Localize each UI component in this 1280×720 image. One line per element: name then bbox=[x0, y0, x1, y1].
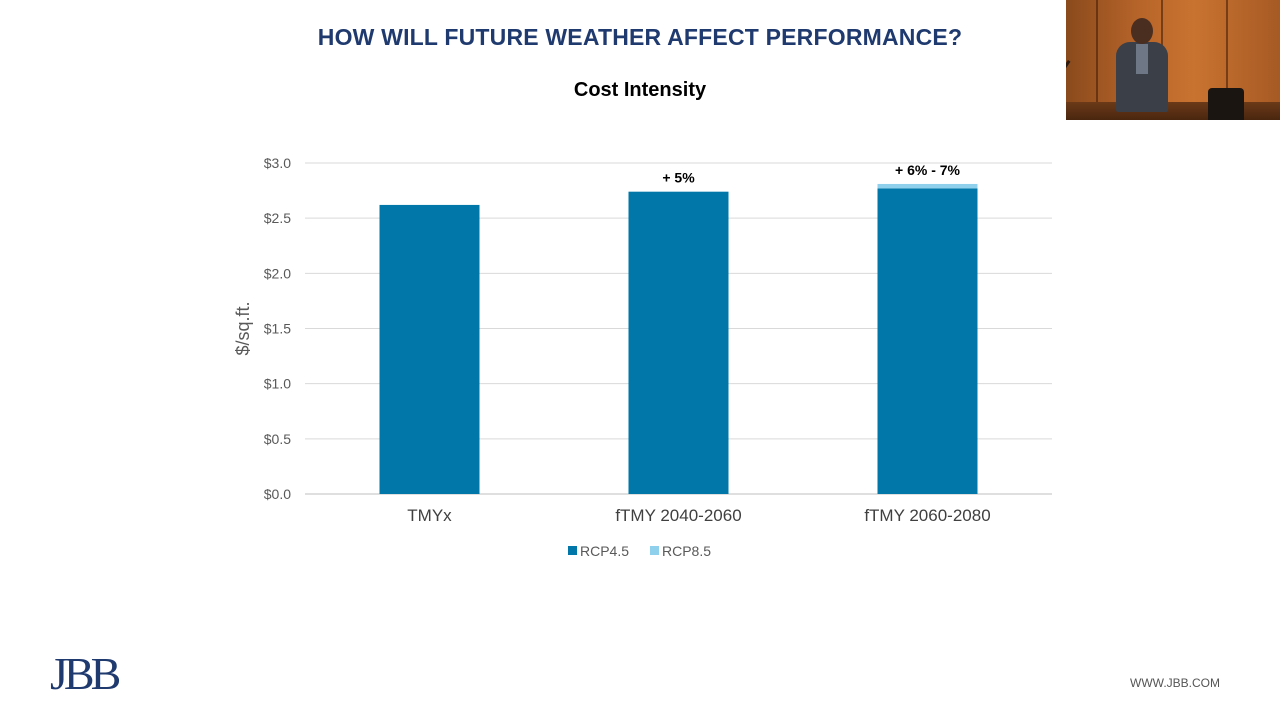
chart-title: Cost Intensity bbox=[573, 79, 707, 101]
legend-swatch bbox=[568, 546, 577, 555]
y-tick-label: $0.0 bbox=[264, 486, 291, 502]
legend-label: RCP4.5 bbox=[580, 543, 629, 559]
y-axis-label: $/sq.ft. bbox=[233, 301, 253, 355]
y-tick-label: $3.0 bbox=[264, 155, 291, 171]
bar-rcp45 bbox=[628, 191, 729, 495]
legend-label: RCP8.5 bbox=[662, 543, 711, 559]
jbb-logo: JBB bbox=[50, 648, 124, 699]
y-tick-label: $1.0 bbox=[264, 376, 291, 392]
bar-rcp85 bbox=[877, 183, 978, 189]
y-tick-label: $2.0 bbox=[264, 265, 291, 281]
bar-annotation: + 6% - 7% bbox=[895, 162, 961, 178]
slide-title: HOW WILL FUTURE WEATHER AFFECT PERFORMAN… bbox=[317, 24, 963, 50]
y-tick-label: $1.5 bbox=[264, 321, 291, 337]
chair bbox=[1208, 88, 1244, 120]
x-tick-label: fTMY 2060-2080 bbox=[864, 506, 990, 525]
bar-annotation: + 5% bbox=[662, 170, 695, 186]
speaker-video bbox=[1066, 0, 1280, 120]
y-tick-label: $2.5 bbox=[264, 210, 291, 226]
x-tick-label: fTMY 2040-2060 bbox=[615, 506, 741, 525]
cost-intensity-chart: $0.0 $0.5 $1.0 $1.5 $2.0 $2.5 $3.0 $/sq.ft. TMYx… bbox=[233, 155, 1052, 559]
bar-rcp45 bbox=[877, 188, 978, 495]
legend-swatch bbox=[650, 546, 659, 555]
svg-text:JBB: JBB bbox=[50, 648, 120, 699]
footer-url: WWW.JBB.COM bbox=[1130, 676, 1220, 690]
bar-rcp45 bbox=[379, 204, 480, 494]
y-tick-label: $0.5 bbox=[264, 431, 291, 447]
x-tick-label: TMYx bbox=[407, 506, 452, 525]
